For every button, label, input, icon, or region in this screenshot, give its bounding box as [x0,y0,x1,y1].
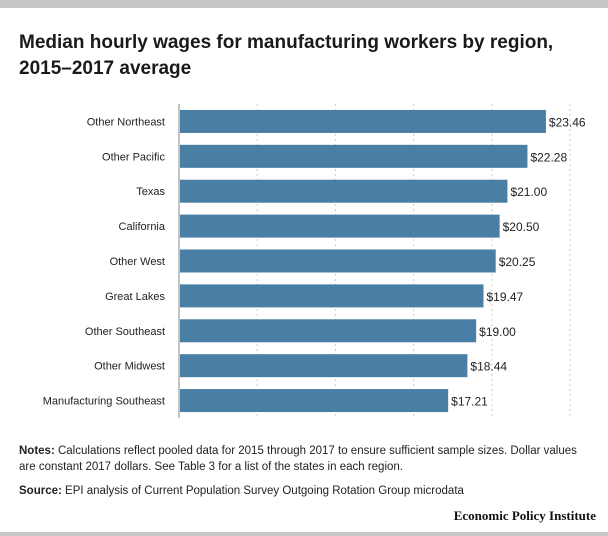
chart-title: Median hourly wages for manufacturing wo… [19,32,554,79]
value-label: $19.47 [487,290,524,304]
bar [180,389,449,413]
value-label: $17.21 [451,395,488,409]
bar [180,214,500,238]
category-label: Other Midwest [94,361,165,373]
source-text: EPI analysis of Current Population Surve… [65,485,464,497]
value-label: $21.00 [510,185,547,199]
category-label: Other Northeast [87,116,165,128]
bottom-border-bar [0,532,608,536]
value-label: $19.00 [479,325,516,339]
top-border-bar [0,0,608,8]
notes-text: Calculations reflect pooled data for 201… [19,445,577,473]
bar [180,144,528,168]
category-label: Great Lakes [105,291,165,303]
value-label: $20.25 [499,255,536,269]
bar [180,109,546,133]
bar [180,284,484,308]
value-label: $22.28 [530,150,567,164]
bar [180,179,508,203]
bar-chart: Other Northeast $23.46 Other Pacific $22.28… [43,104,586,418]
value-label: $20.50 [503,220,540,234]
category-label: Texas [136,186,165,198]
category-label: Other West [110,256,165,268]
source-label: Source: [19,485,62,497]
notes-label: Notes: [19,445,55,457]
category-label: Other Southeast [85,326,165,338]
bar [180,319,477,343]
category-label: California [119,221,166,233]
bar [180,354,468,378]
bar [180,249,496,273]
value-label: $18.44 [470,360,507,374]
source: Source: EPI analysis of Current Populati… [19,483,594,499]
brand-logo-text: Economic Policy Institute [453,508,596,523]
value-label: $23.46 [549,115,586,129]
category-label: Manufacturing Southeast [43,396,165,408]
notes: Notes: Calculations reflect pooled data … [19,443,594,475]
category-label: Other Pacific [102,151,165,163]
